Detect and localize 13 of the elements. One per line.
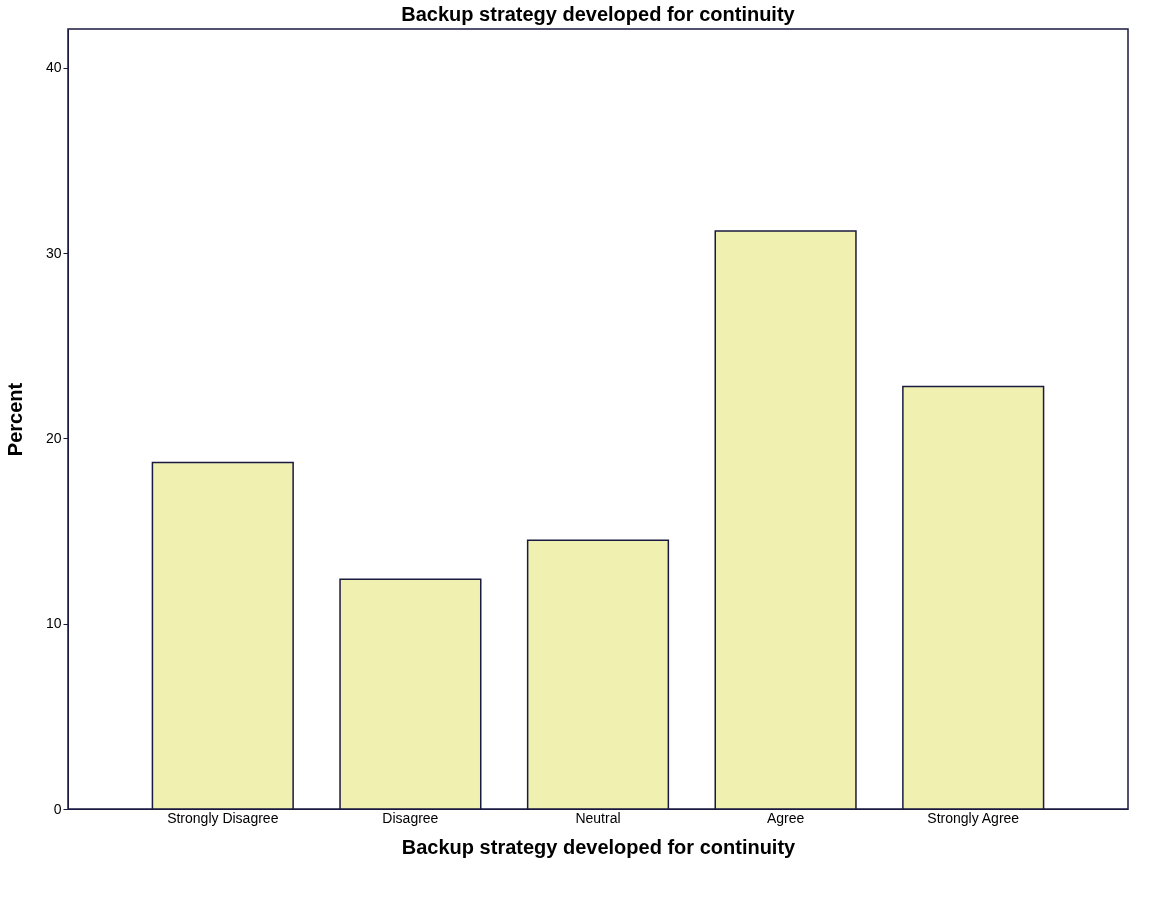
y-tick-label: 20: [45, 429, 62, 446]
x-tick-label: Strongly Agree: [927, 809, 1020, 826]
y-axis-title: Percent: [3, 382, 26, 457]
y-tick-label: 0: [53, 800, 62, 817]
y-tick-label: 30: [45, 244, 62, 261]
x-tick-label: Disagree: [382, 809, 439, 826]
x-axis-title: Backup strategy developed for continuity: [401, 835, 797, 858]
y-tick-label: 10: [45, 615, 62, 632]
y-tick-label: 40: [45, 59, 62, 76]
x-tick-label: Neutral: [575, 809, 621, 826]
x-tick-label: Agree: [766, 809, 805, 826]
x-tick-label: Strongly Disagree: [167, 809, 279, 826]
chart-title: Backup strategy developed for continuity: [401, 3, 796, 25]
